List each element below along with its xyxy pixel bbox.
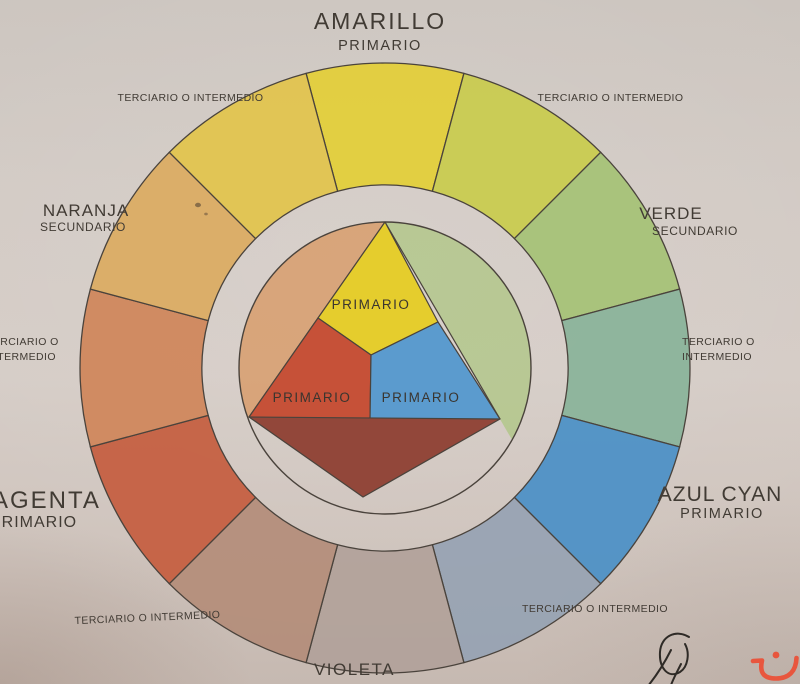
pencil-smudge [195, 202, 201, 208]
inner-label-primario-amarillo: PRIMARIO [332, 297, 411, 312]
label-naranja-subtitle: SECUNDARIO [39, 220, 126, 234]
label-amarillo-title: AMARILLO [313, 8, 447, 34]
inner-primaries-figure [248, 221, 501, 498]
label-terciario-left: TERCIARIO O INTERMEDIO [0, 336, 59, 363]
inner-region-mix-yellow-cyan [385, 222, 531, 462]
label-amarillo-subtitle: PRIMARIO [338, 38, 422, 54]
label-terciario-bottom-right: TERCIARIO O INTERMEDIO [522, 603, 668, 615]
outer-ring [79, 62, 691, 674]
inner-circle-outline [238, 221, 532, 515]
inner-region-mix-three [248, 416, 501, 498]
wheel-segment-naranja-amarillo [168, 72, 339, 240]
label-magenta-subtitle: PRIMARIO [0, 514, 78, 531]
label-terciario-right: TERCIARIO O INTERMEDIO [682, 336, 755, 363]
logo-noon-icon [750, 651, 799, 681]
inner-label-primario-magenta: PRIMARIO [273, 390, 352, 405]
inner-mix-shading [239, 222, 531, 465]
label-naranja-title: NARANJA [42, 201, 130, 220]
label-violeta-title: VIOLETA [313, 660, 396, 679]
label-magenta-title: MAGENTA [0, 487, 101, 514]
label-terciario-top-left: TERCIARIO O INTERMEDIO [117, 92, 264, 104]
label-azul-cyan-title: AZUL CYAN [657, 483, 783, 506]
inner-region-mix-yellow-magenta [239, 222, 385, 465]
signature [648, 632, 690, 684]
label-verde-subtitle: SECUNDARIO [651, 224, 738, 238]
inner-label-primario-azul: PRIMARIO [382, 390, 461, 405]
label-azul-cyan-subtitle: PRIMARIO [680, 506, 764, 522]
pencil-smudge [204, 212, 208, 216]
label-verde-title: VERDE [639, 204, 703, 223]
inner-diagonal-line-2 [384, 221, 501, 420]
label-terciario-top-right: TERCIARIO O INTERMEDIO [537, 92, 684, 104]
